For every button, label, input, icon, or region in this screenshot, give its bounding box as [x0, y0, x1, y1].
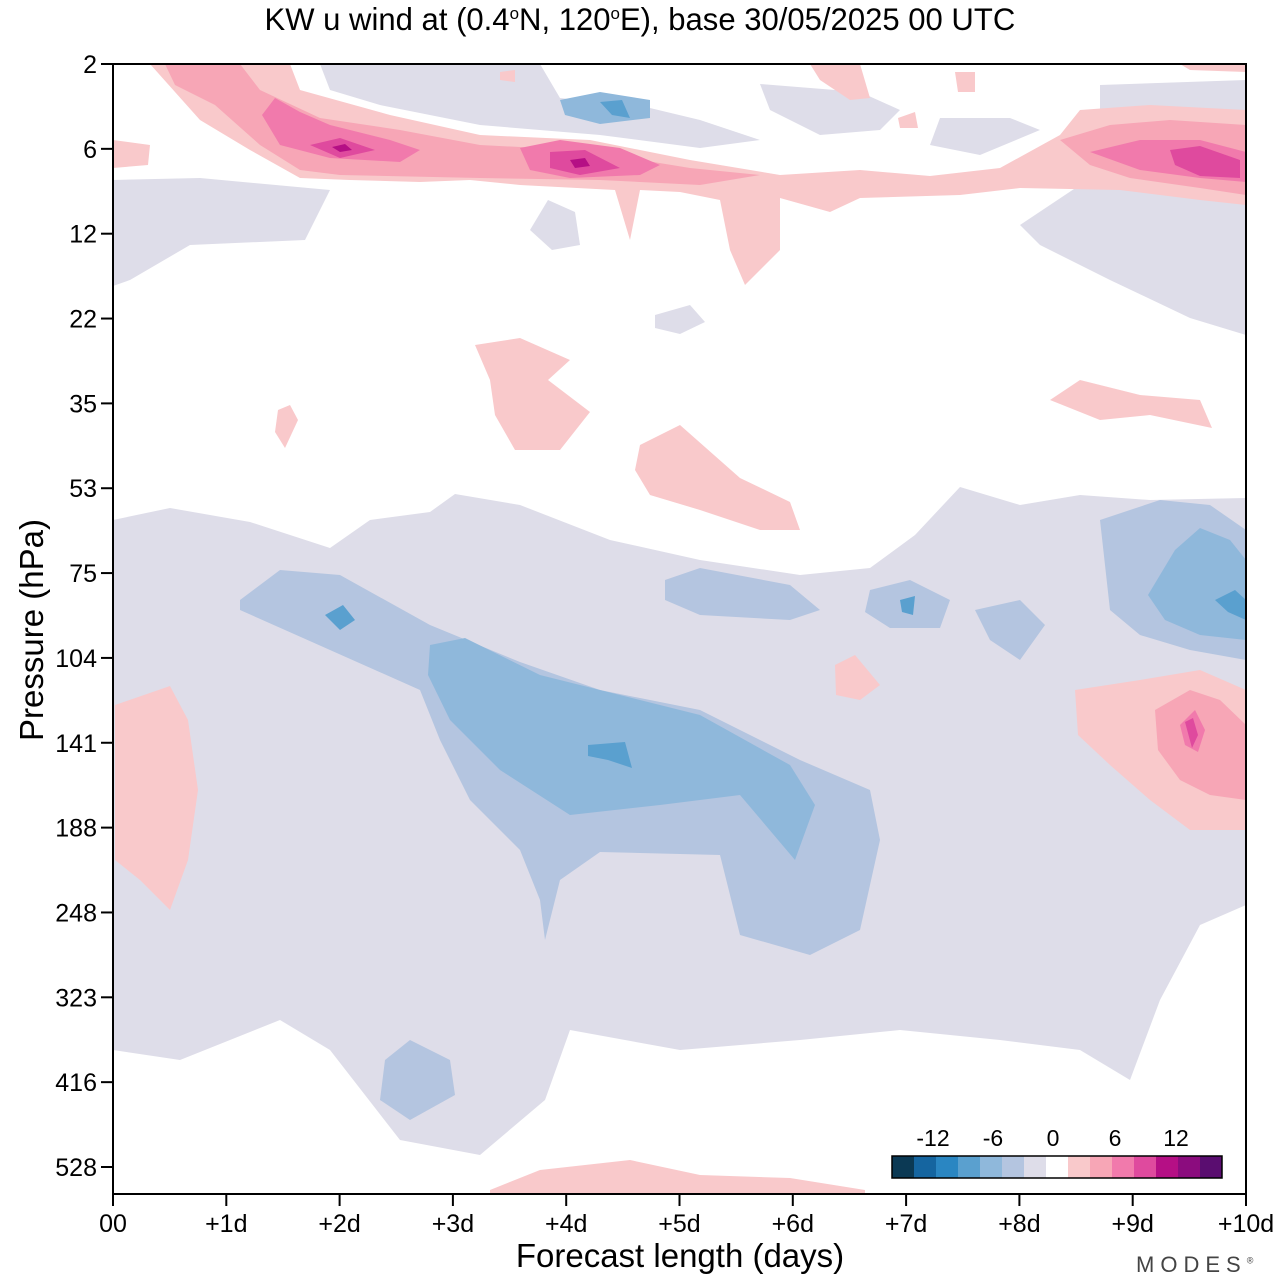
y-tick-label: 35 — [69, 390, 97, 418]
colorbar-tick-label: -12 — [916, 1125, 949, 1151]
x-tick-label: +7d — [885, 1210, 927, 1238]
region-positive-6-right-lower — [1155, 690, 1246, 800]
colorbar-swatch — [1024, 1156, 1046, 1178]
region-negative-3-top-right — [760, 80, 1246, 155]
colorbar-frame — [891, 1155, 1223, 1179]
region-positive-3-bottom — [490, 1160, 865, 1194]
region-positive-3-left-side — [115, 686, 198, 910]
colorbar-swatch — [958, 1156, 980, 1178]
region-negative-3-blob-b — [530, 200, 580, 250]
region-positive-3-left-edge — [113, 140, 150, 168]
y-tick-label: 22 — [69, 306, 97, 334]
colorbar-tick-label: 0 — [1047, 1125, 1060, 1151]
region-negative-3-blob-a — [655, 305, 705, 334]
axes: 00 +1d +2d +3d +4d +5d +6d +7d +8d +9d +10d 2 6 12 22 3… — [55, 51, 1274, 1238]
contour-field — [113, 64, 1246, 1194]
colorbar-swatch — [1090, 1156, 1112, 1178]
chart-title: KW u wind at (0.4oN, 120oE), base 30/05/… — [264, 1, 1016, 37]
x-tick-label: +4d — [545, 1210, 587, 1238]
region-positive-3-small — [275, 405, 298, 448]
colorbar-swatch — [1156, 1156, 1178, 1178]
degree-mark: o — [610, 3, 620, 23]
region-positive-3-right-upper — [1050, 380, 1212, 428]
region-positive-3-slant — [635, 425, 800, 530]
y-tick-label: 188 — [55, 815, 97, 843]
x-tick-label: +3d — [432, 1210, 474, 1238]
region-positive-12-d — [1185, 718, 1198, 748]
region-positive-15-b — [570, 158, 590, 168]
region-negative-6-lower — [380, 1040, 455, 1120]
y-tick-label: 528 — [55, 1154, 97, 1182]
brand-name: MODES — [1136, 1252, 1247, 1277]
region-positive-6-top — [165, 64, 760, 185]
y-tick-label: 12 — [69, 221, 97, 249]
colorbar-swatch — [1068, 1156, 1090, 1178]
region-negative-12-core — [588, 742, 632, 768]
colorbar-swatch — [1200, 1156, 1222, 1178]
y-tick-label: 6 — [83, 136, 97, 164]
x-tick-label: +8d — [998, 1210, 1040, 1238]
x-tick-label: 00 — [99, 1210, 127, 1238]
region-negative-3-upper-right — [1020, 178, 1246, 335]
colorbar-tick-label: 6 — [1109, 1125, 1122, 1151]
colorbar-swatch — [1178, 1156, 1200, 1178]
region-positive-12-c — [1170, 146, 1240, 178]
region-negative-12-right — [1215, 590, 1246, 620]
y-tick-label: 416 — [55, 1069, 97, 1097]
x-tick-label: +2d — [318, 1210, 360, 1238]
colorbar-swatch — [1134, 1156, 1156, 1178]
colorbar-swatch — [1112, 1156, 1134, 1178]
y-tick-label: 75 — [69, 560, 97, 588]
colorbar-swatch — [1046, 1156, 1068, 1178]
region-positive-15-a — [332, 144, 352, 152]
colorbar: -12 -6 0 6 12 — [891, 1125, 1223, 1179]
brand-mark: ® — [1246, 1255, 1254, 1266]
brand-logo: MODES® — [1136, 1252, 1253, 1278]
region-negative-9-right — [1148, 528, 1246, 640]
y-tick-label: 53 — [69, 475, 97, 503]
y-tick-label: 141 — [55, 730, 97, 758]
colorbar-swatch — [980, 1156, 1002, 1178]
region-negative-6-mid — [665, 568, 1045, 660]
colorbar-swatch — [936, 1156, 958, 1178]
x-tick-label: +1d — [205, 1210, 247, 1238]
x-axis-label: Forecast length (days) — [515, 1237, 845, 1274]
degree-mark: o — [509, 3, 520, 23]
region-negative-3-top — [320, 64, 760, 148]
y-tick-label: 104 — [55, 645, 97, 673]
x-tick-label: +10d — [1218, 1210, 1274, 1238]
x-tick-label: +5d — [658, 1210, 700, 1238]
x-tick-label: +9d — [1111, 1210, 1153, 1238]
x-tick-label: +6d — [772, 1210, 814, 1238]
region-positive-3-blob — [835, 655, 880, 700]
region-negative-3-upper — [113, 178, 330, 286]
y-tick-label: 323 — [55, 984, 97, 1012]
colorbar-swatch — [1002, 1156, 1024, 1178]
colorbar-tick-label: 12 — [1163, 1125, 1189, 1151]
region-positive-3-mid-upper — [475, 338, 590, 450]
colorbar-tick-label: -6 — [983, 1125, 1003, 1151]
colorbar-swatch — [914, 1156, 936, 1178]
y-tick-label: 2 — [83, 51, 97, 79]
region-positive-9-a — [262, 98, 420, 162]
colorbar-swatch — [892, 1156, 914, 1178]
y-tick-label: 248 — [55, 899, 97, 927]
